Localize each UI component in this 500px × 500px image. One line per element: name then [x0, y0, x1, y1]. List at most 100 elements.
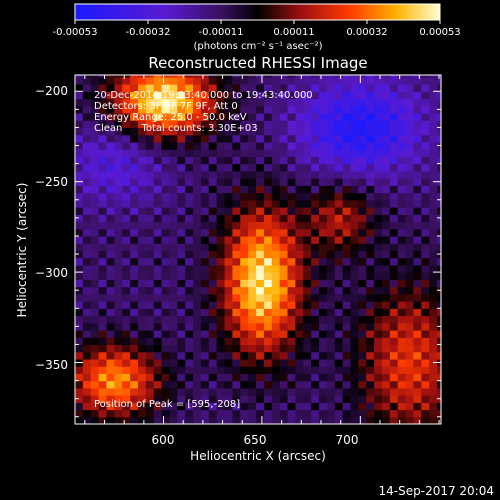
heatmap-cell — [208, 163, 218, 172]
heatmap-cell — [248, 308, 257, 317]
heatmap-cell — [358, 76, 367, 85]
heatmap-cell — [75, 308, 84, 317]
heatmap-cell — [326, 395, 336, 403]
heatmap-cell — [137, 199, 147, 208]
heatmap-cell — [350, 76, 359, 85]
heatmap-cell — [240, 214, 249, 223]
heatmap-cell — [350, 207, 359, 215]
heatmap-cell — [145, 235, 155, 244]
heatmap-cell — [405, 163, 415, 172]
heatmap-cell — [374, 170, 383, 179]
heatmap-cell — [240, 315, 249, 324]
heatmap-cell — [169, 221, 178, 230]
heatmap-cell — [374, 286, 383, 295]
heatmap-cell — [114, 192, 123, 201]
heatmap-cell — [413, 149, 422, 157]
heatmap-cell — [263, 91, 273, 100]
heatmap-cell — [240, 98, 249, 107]
heatmap-cell — [98, 366, 108, 374]
heatmap-cell — [279, 105, 289, 114]
heatmap-cell — [169, 250, 178, 259]
heatmap-cell — [216, 250, 226, 259]
heatmap-cell — [263, 344, 273, 353]
heatmap-cell — [319, 214, 328, 223]
heatmap-cell — [130, 163, 139, 172]
heatmap-cell — [216, 134, 226, 143]
heatmap-cell — [122, 387, 131, 396]
heatmap-cell — [114, 358, 123, 367]
heatmap-cell — [279, 409, 289, 418]
heatmap-cell — [106, 221, 115, 230]
heatmap-cell — [106, 250, 115, 259]
heatmap-cell — [429, 91, 438, 100]
heatmap-cell — [82, 178, 92, 186]
heatmap-cell — [106, 301, 115, 309]
heatmap-cell — [98, 387, 108, 396]
heatmap-cell — [413, 156, 422, 165]
heatmap-cell — [248, 264, 257, 273]
heatmap-cell — [429, 416, 438, 424]
heatmap-cell — [405, 322, 415, 331]
heatmap-cell — [200, 337, 210, 346]
heatmap-cell — [287, 127, 296, 136]
heatmap-cell — [334, 243, 344, 251]
heatmap-cell — [153, 149, 163, 157]
heatmap-cell — [256, 264, 265, 273]
heatmap-cell — [122, 337, 131, 346]
heatmap-cell — [366, 228, 375, 237]
heatmap-cell — [319, 98, 328, 107]
heatmap-cell — [208, 75, 218, 78]
heatmap-cell — [82, 301, 92, 309]
heatmap-cell — [137, 279, 147, 288]
heatmap-cell — [358, 84, 367, 92]
heatmap-cell — [381, 120, 391, 129]
heatmap-cell — [405, 127, 415, 136]
heatmap-cell — [413, 214, 422, 223]
heatmap-cell — [137, 416, 147, 424]
heatmap-cell — [137, 373, 147, 382]
heatmap-cell — [389, 207, 399, 215]
heatmap-cell — [326, 192, 336, 201]
heatmap-cell — [216, 264, 226, 273]
heatmap-cell — [271, 199, 281, 208]
heatmap-cell — [350, 185, 359, 194]
heatmap-cell — [358, 199, 367, 208]
heatmap-cell — [271, 91, 281, 100]
heatmap-cell — [240, 387, 249, 396]
heatmap-cell — [397, 308, 407, 317]
heatmap-cell — [153, 105, 163, 114]
heatmap-cell — [232, 98, 241, 107]
heatmap-cell — [319, 301, 328, 309]
heatmap-cell — [130, 279, 139, 288]
heatmap-cell — [358, 395, 367, 403]
heatmap-cell — [374, 199, 383, 208]
heatmap-cell — [358, 127, 367, 136]
heatmap-cell — [342, 192, 352, 201]
heatmap-cell — [326, 163, 336, 172]
heatmap-cell — [342, 279, 352, 288]
heatmap-cell — [287, 207, 296, 215]
heatmap-cell — [295, 185, 304, 194]
heatmap-cell — [137, 358, 147, 367]
heatmap-cell — [145, 358, 155, 367]
heatmap-cell — [75, 84, 84, 92]
heatmap-cell — [256, 409, 265, 418]
heatmap-cell — [145, 250, 155, 259]
heatmap-cell — [303, 301, 312, 309]
heatmap-cell — [366, 199, 375, 208]
heatmap-cell — [145, 264, 155, 273]
heatmap-cell — [311, 366, 320, 374]
heatmap-cell — [381, 243, 391, 251]
heatmap-cell — [232, 199, 241, 208]
heatmap-cell — [153, 221, 163, 230]
heatmap-cell — [224, 380, 234, 389]
heatmap-cell — [137, 308, 147, 317]
heatmap-cell — [161, 98, 171, 107]
heatmap-cell — [224, 286, 234, 295]
heatmap-cell — [256, 272, 265, 280]
heatmap-cell — [224, 301, 234, 309]
heatmap-cell — [279, 156, 289, 165]
heatmap-cell — [326, 170, 336, 179]
heatmap-cell — [161, 163, 171, 172]
heatmap-cell — [263, 75, 273, 78]
